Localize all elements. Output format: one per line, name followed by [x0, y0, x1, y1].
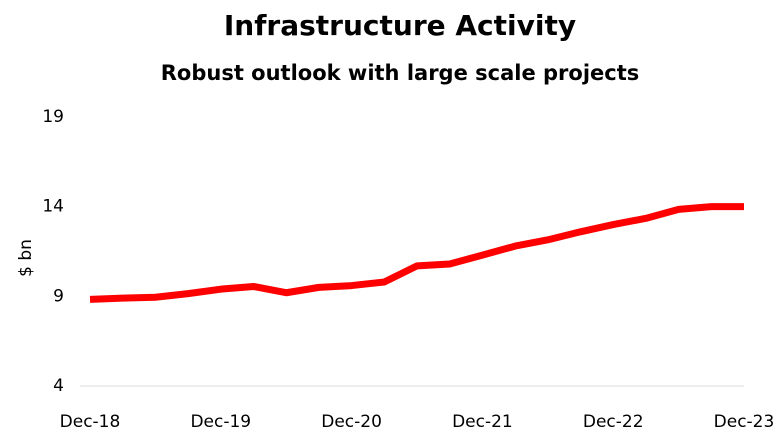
y-tick-label: 4	[53, 376, 64, 396]
x-tick-label: Dec-22	[583, 412, 644, 432]
chart-title: Infrastructure Activity	[224, 9, 576, 42]
x-tick-label: Dec-19	[190, 412, 251, 432]
y-tick-label: 14	[42, 197, 64, 217]
x-tick-label: Dec-18	[60, 412, 121, 432]
x-tick-label: Dec-23	[714, 412, 775, 432]
x-tick-label: Dec-20	[321, 412, 382, 432]
x-tick-label: Dec-21	[452, 412, 513, 432]
y-axis-label: $ bn	[16, 239, 36, 277]
y-tick-label: 19	[42, 107, 64, 127]
line-series	[89, 203, 744, 303]
y-tick-label: 9	[53, 286, 64, 306]
chart-subtitle: Robust outlook with large scale projects	[161, 61, 640, 85]
